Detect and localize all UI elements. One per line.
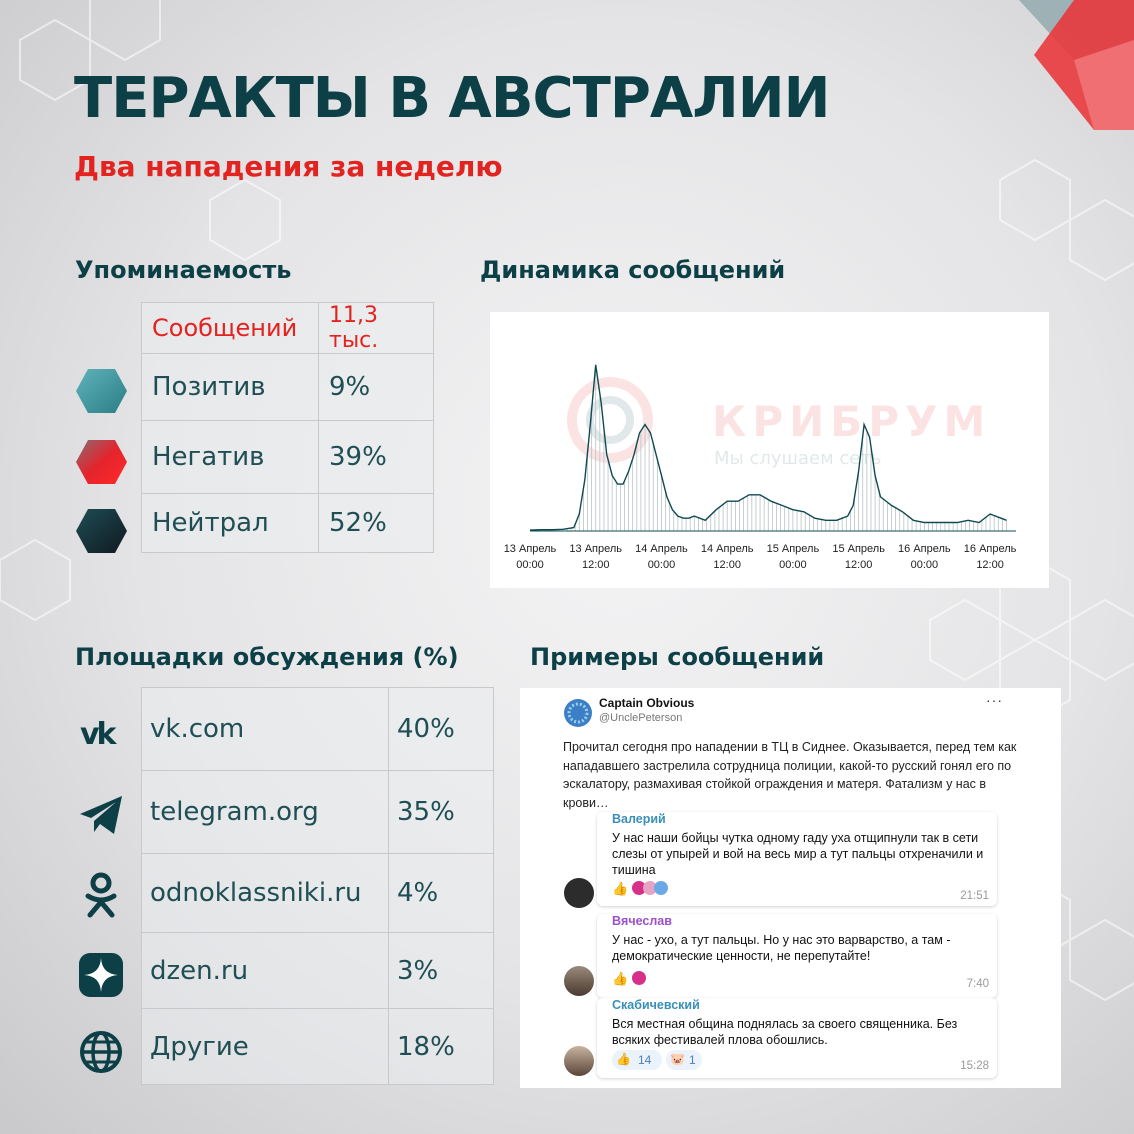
x-tick-date-label: 15 Апрель	[767, 543, 820, 555]
sentiment-label: Негатив	[141, 420, 319, 494]
x-tick-date-label: 13 Апрель	[569, 543, 622, 555]
corner-decoration	[1019, 0, 1134, 130]
sentiment-label: Нейтрал	[141, 493, 319, 553]
platform-value: 35%	[388, 770, 494, 854]
reply-avatar[interactable]	[564, 966, 594, 996]
examples-heading: Примеры сообщений	[530, 643, 825, 671]
example-messages-panel: Captain Obvious @UnclePeterson ··· Прочи…	[520, 688, 1061, 1088]
thumbs-up-icon: 👍	[616, 1052, 631, 1066]
post-author-handle[interactable]: @UnclePeterson	[599, 712, 683, 724]
reply-author[interactable]: Валерий	[612, 812, 666, 826]
vk-icon: vk	[80, 717, 121, 752]
reply-author[interactable]: Вячеслав	[612, 914, 672, 928]
x-tick-time-label: 12:00	[976, 559, 1004, 571]
x-tick-time-label: 12:00	[713, 559, 741, 571]
table-row: Негатив 39%	[141, 420, 434, 494]
sentiment-value: 9%	[318, 353, 434, 421]
table-row: Сообщений 11,3 тыс.	[141, 302, 434, 354]
page-title: ТЕРАКТЫ В АВСТРАЛИИ	[74, 66, 830, 131]
message-dynamics-chart: КРИБРУМ Мы слушаем сеть 13 Апрель 00:00 13…	[490, 312, 1049, 588]
platforms-table: vk.com 40% telegram.org 35% odnoklassnik…	[141, 687, 494, 1085]
page-subtitle: Два нападения за неделю	[74, 150, 503, 183]
svg-text:👍: 👍	[612, 881, 628, 897]
platform-value: 18%	[388, 1008, 494, 1085]
x-tick-date-label: 16 Апрель	[898, 543, 951, 555]
chart-watermark: КРИБРУМ Мы слушаем сеть	[567, 377, 991, 469]
platform-label: dzen.ru	[141, 932, 389, 1009]
neutral-hex-icon	[76, 509, 127, 553]
pig-icon: 🐷	[670, 1052, 685, 1066]
sentiment-value: 52%	[318, 493, 434, 553]
table-row: vk.com 40%	[141, 687, 494, 771]
mentions-heading: Упоминаемость	[75, 256, 292, 284]
mentions-table: Сообщений 11,3 тыс. Позитив 9% Негатив 3…	[141, 302, 434, 553]
reply-avatar[interactable]	[564, 1046, 594, 1076]
sentiment-value: 39%	[318, 420, 434, 494]
x-tick-date-label: 14 Апрель	[701, 543, 754, 555]
reply-time: 15:28	[960, 1060, 989, 1072]
svg-text:vk: vk	[80, 717, 118, 752]
pig-reaction-button[interactable]: 🐷 1	[666, 1050, 702, 1070]
reply-text: У нас наши бойцы чутка одному гаду уха о…	[612, 831, 984, 877]
x-tick-time-label: 00:00	[648, 559, 676, 571]
table-row: telegram.org 35%	[141, 770, 494, 854]
x-tick-time-label: 12:00	[582, 559, 610, 571]
reply-avatar[interactable]	[564, 878, 594, 908]
x-tick-date-label: 16 Апрель	[964, 543, 1017, 555]
reply-bubble: Вячеслав У нас - ухо, а тут пальцы. Но у…	[597, 914, 997, 998]
x-tick-date-label: 13 Апрель	[504, 543, 557, 555]
platforms-heading: Площадки обсуждения (%)	[75, 643, 459, 671]
platform-label: vk.com	[141, 687, 389, 771]
platform-value: 3%	[388, 932, 494, 1009]
table-row: Нейтрал 52%	[141, 493, 434, 553]
watermark-tagline: Мы слушаем сеть	[714, 448, 881, 469]
svg-text:👍: 👍	[612, 971, 628, 987]
dzen-icon	[79, 953, 123, 997]
more-options-icon[interactable]: ···	[986, 692, 1003, 708]
x-tick-date-label: 14 Апрель	[635, 543, 688, 555]
globe-icon	[80, 1031, 122, 1073]
x-tick-time-label: 00:00	[911, 559, 939, 571]
total-value: 11,3 тыс.	[318, 302, 434, 354]
platform-value: 40%	[388, 687, 494, 771]
x-tick-date-label: 15 Апрель	[832, 543, 885, 555]
watermark-brand: КРИБРУМ	[712, 397, 991, 446]
like-count: 14	[638, 1053, 652, 1067]
series-line	[529, 364, 1007, 531]
platform-value: 4%	[388, 853, 494, 933]
table-row: odnoklassniki.ru 4%	[141, 853, 494, 933]
table-row: Другие 18%	[141, 1008, 494, 1085]
x-tick-time-label: 00:00	[779, 559, 807, 571]
chart-svg: КРИБРУМ Мы слушаем сеть 13 Апрель 00:00 13…	[504, 364, 1017, 571]
platform-label: Другие	[141, 1008, 389, 1085]
negative-hex-icon	[76, 440, 127, 484]
reply-time: 7:40	[966, 978, 989, 990]
post-text: Прочитал сегодня про нападении в ТЦ в Си…	[563, 740, 1017, 810]
like-reaction-button[interactable]: 👍 14	[612, 1050, 662, 1070]
positive-hex-icon	[76, 369, 127, 413]
x-tick-time-label: 00:00	[516, 559, 544, 571]
reply-time: 21:51	[960, 890, 989, 902]
x-tick-time-label: 12:00	[845, 559, 873, 571]
reply-text: У нас - ухо, а тут пальцы. Но у нас это …	[612, 933, 951, 963]
reactions-icon[interactable]: 👍	[612, 968, 652, 988]
dynamics-heading: Динамика сообщений	[480, 256, 786, 284]
telegram-icon	[80, 796, 122, 834]
reply-author[interactable]: Скабичевский	[612, 998, 700, 1012]
reply-bubble: Валерий У нас наши бойцы чутка одному га…	[597, 812, 997, 906]
platform-label: telegram.org	[141, 770, 389, 854]
platform-label: odnoklassniki.ru	[141, 853, 389, 933]
table-row: Позитив 9%	[141, 353, 434, 421]
total-label: Сообщений	[141, 302, 319, 354]
post-author-name[interactable]: Captain Obvious	[599, 696, 695, 710]
post-avatar[interactable]	[563, 698, 593, 728]
odnoklassniki-icon	[85, 872, 117, 918]
pig-count: 1	[689, 1053, 696, 1067]
reply-bubble: Скабичевский Вся местная община поднялас…	[597, 998, 997, 1078]
reply-text: Вся местная община поднялась за своего с…	[612, 1017, 958, 1047]
sentiment-label: Позитив	[141, 353, 319, 421]
reactions-icon[interactable]: 👍	[612, 878, 672, 898]
table-row: dzen.ru 3%	[141, 932, 494, 1009]
